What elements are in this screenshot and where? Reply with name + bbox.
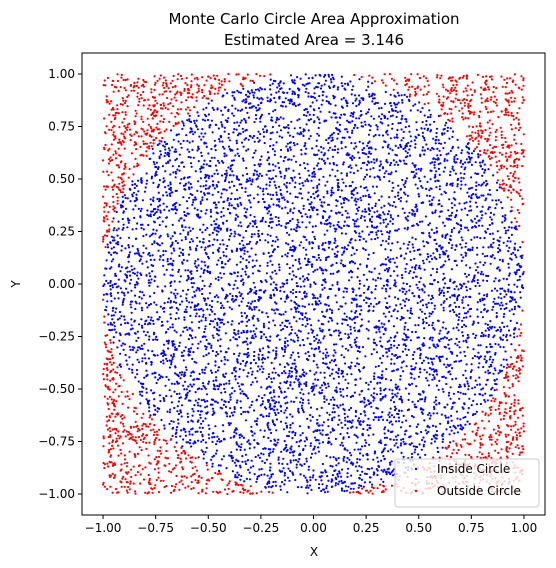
legend-marker-outside bbox=[414, 489, 418, 493]
y-tick-label: 0.75 bbox=[48, 120, 75, 134]
legend-marker-inside bbox=[414, 467, 418, 471]
x-tick-label: 0.50 bbox=[405, 521, 432, 535]
x-tick-label: 0.00 bbox=[300, 521, 327, 535]
outside-circle-points bbox=[102, 72, 526, 496]
legend: Inside Circle Outside Circle bbox=[394, 458, 540, 508]
y-axis-label: Y bbox=[9, 280, 23, 289]
x-axis-label: X bbox=[310, 545, 318, 559]
x-tick-label: −0.75 bbox=[137, 521, 174, 535]
y-tick-label: 1.00 bbox=[48, 67, 75, 81]
y-tick-label: −0.75 bbox=[38, 435, 75, 449]
legend-label-inside: Inside Circle bbox=[437, 462, 510, 476]
x-tick-label: 0.25 bbox=[353, 521, 380, 535]
x-tick-label: −1.00 bbox=[85, 521, 122, 535]
y-tick-label: 0.50 bbox=[48, 172, 75, 186]
legend-label-outside: Outside Circle bbox=[437, 484, 521, 498]
y-tick-label: −0.25 bbox=[38, 330, 75, 344]
chart-title: Monte Carlo Circle Area Approximation bbox=[168, 10, 459, 28]
x-tick-label: 1.00 bbox=[511, 521, 538, 535]
x-axis-ticks: −1.00 −0.75 −0.50 −0.25 0.00 0.25 0.50 0.75 1.00 bbox=[85, 515, 538, 535]
y-tick-label: −0.50 bbox=[38, 382, 75, 396]
x-tick-label: −0.25 bbox=[242, 521, 279, 535]
y-axis-ticks: −1.00 −0.75 −0.50 −0.25 0.00 0.25 0.50 0.75 1.00 bbox=[38, 67, 82, 501]
points-layer bbox=[102, 72, 526, 496]
x-tick-label: −0.50 bbox=[190, 521, 227, 535]
y-tick-label: −1.00 bbox=[38, 487, 75, 501]
legend-box bbox=[394, 458, 540, 508]
y-tick-label: 0.25 bbox=[48, 225, 75, 239]
inside-circle-points bbox=[102, 73, 525, 495]
x-tick-label: 0.75 bbox=[458, 521, 485, 535]
y-tick-label: 0.00 bbox=[48, 277, 75, 291]
chart-subtitle: Estimated Area = 3.146 bbox=[224, 31, 404, 49]
